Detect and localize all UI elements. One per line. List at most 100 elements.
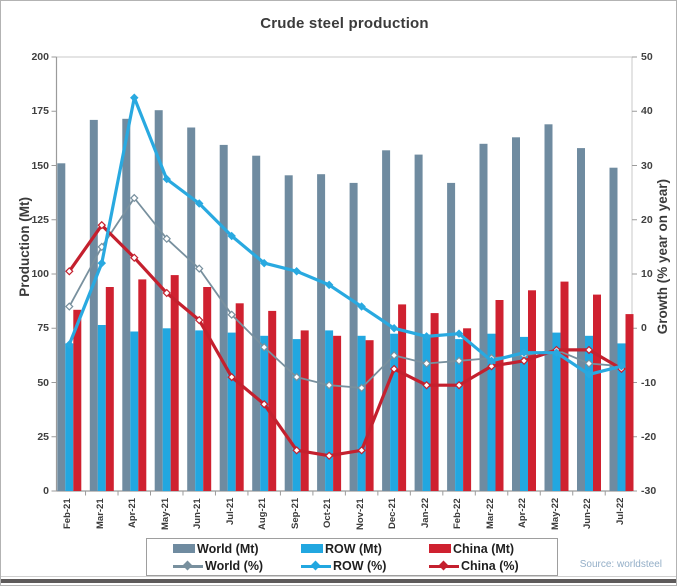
bar-china-mt--sep-21 [300,330,309,491]
legend-item-world-mt-: World (Mt) [173,542,301,556]
marker-china--sep-21 [292,446,301,455]
marker-row--feb-21 [65,340,74,349]
right-axis-tick-label: 20 [641,213,653,226]
marker-world--jul-21 [227,310,236,319]
legend-line-swatch-icon [173,560,203,571]
legend-label: China (%) [461,558,519,573]
bottom-frame-dark-line [1,579,676,583]
bar-china-mt--may-21 [170,275,179,491]
marker-china--jun-22 [584,345,594,355]
x-axis-month-label: Jun-22 [582,498,593,529]
bar-world-mt--may-22 [544,124,553,492]
bar-row-mt--mar-22 [487,333,496,491]
chart-legend: World (Mt) ROW (Mt) China (Mt) World (%) ROW… [146,538,558,576]
marker-row--nov-21 [357,302,366,311]
bar-row-mt--jan-22 [422,335,431,491]
legend-label: China (Mt) [453,541,515,556]
marker-row--aug-21 [259,258,269,268]
legend-label: ROW (%) [333,558,387,573]
marker-row--oct-21 [324,280,334,290]
bar-china-mt--apr-22 [528,290,536,491]
legend-line-swatch-icon [429,560,459,571]
bar-china-mt--jul-21 [235,303,244,491]
marker-row--jun-21 [194,199,204,208]
bar-world-mt--jul-21 [219,144,228,491]
right-axis-title: Growth (% year on year) [655,179,670,335]
chart-title: Crude steel production [260,15,429,32]
bar-world-mt--jan-22 [414,154,423,491]
legend-diamond-icon [310,560,321,570]
bar-row-mt--oct-21 [325,330,334,491]
left-axis-tick-label: 50 [37,376,49,389]
marker-row--may-21 [162,174,171,184]
bar-world-mt--dec-21 [382,150,391,492]
bar-china-mt--feb-21 [73,309,82,491]
bar-row-mt--feb-22 [455,339,464,491]
bar-row-mt--aug-21 [260,335,269,491]
marker-world--jan-22 [422,359,431,368]
bar-china-mt--jul-22 [625,314,634,491]
marker-row--feb-22 [454,329,464,338]
bar-row-mt--mar-21 [97,325,106,491]
marker-row--mar-22 [487,356,496,366]
bar-row-mt--sep-21 [292,339,301,491]
marker-china--feb-21 [65,267,74,276]
marker-china--mar-21 [97,220,107,230]
bar-row-mt--apr-21 [130,331,139,491]
line-china- [67,223,624,458]
marker-row--mar-21 [97,258,107,268]
bar-world-mt--feb-22 [447,182,456,491]
bar-world-mt--jun-21 [187,127,196,491]
left-axis-tick-label: 0 [43,485,49,497]
bar-china-mt--may-22 [560,281,569,491]
legend-bar-swatch-icon [429,544,451,553]
bar-china-mt--aug-21 [268,310,277,491]
bar-row-mt--dec-21 [390,333,399,491]
right-axis-tick-label: 10 [641,268,653,280]
marker-row--jan-22 [422,332,431,341]
bar-china-mt--apr-21 [138,279,147,491]
left-axis-tick-label: 175 [31,105,49,118]
bottom-frame-light-line [1,576,676,577]
bar-row-mt--jun-22 [585,335,593,491]
bar-row-mt--nov-21 [357,335,366,491]
right-axis-tick-label: -20 [641,430,657,443]
marker-world--apr-21 [130,193,139,203]
marker-china--jan-22 [422,380,431,390]
marker-world--jun-21 [194,264,204,273]
left-axis-tick-label: 200 [31,51,49,63]
legend-diamond-icon [438,560,449,570]
marker-world--feb-22 [454,356,464,366]
marker-china--apr-22 [519,356,529,366]
marker-china--aug-21 [259,399,269,409]
x-axis-month-label: Feb-21 [62,498,74,529]
bar-row-mt--may-21 [162,328,171,492]
bar-china-mt--jun-21 [203,287,212,491]
marker-china--may-21 [162,288,171,298]
bar-china-mt--jun-22 [593,294,601,491]
left-axis-tick-label: 100 [31,268,49,280]
source-credit: Source: worldsteel [579,559,662,570]
marker-china--nov-21 [357,446,366,455]
right-axis-tick-label: 0 [641,322,647,335]
bar-china-mt--jan-22 [430,313,439,491]
line-row- [67,96,624,376]
marker-row--jul-21 [227,231,236,241]
marker-world--may-21 [162,234,171,243]
marker-china--jul-21 [227,372,236,382]
bar-china-mt--mar-21 [105,287,114,491]
marker-row--may-22 [552,348,561,357]
marker-world--jun-22 [584,359,594,368]
legend-item-world-: World (%) [173,559,301,573]
marker-world--feb-21 [65,302,74,311]
bar-world-mt--apr-22 [512,137,520,492]
legend-label: World (%) [205,558,264,573]
legend-line-swatch-icon [301,560,331,571]
marker-china--oct-21 [324,451,334,460]
marker-row--sep-21 [292,267,301,276]
marker-china--jun-21 [194,315,204,325]
x-axis-month-label: Jul-22 [614,498,626,526]
bar-row-mt--feb-21 [65,343,74,491]
left-axis-tick-label: 150 [31,159,49,172]
right-axis-tick-label: -30 [641,485,657,497]
